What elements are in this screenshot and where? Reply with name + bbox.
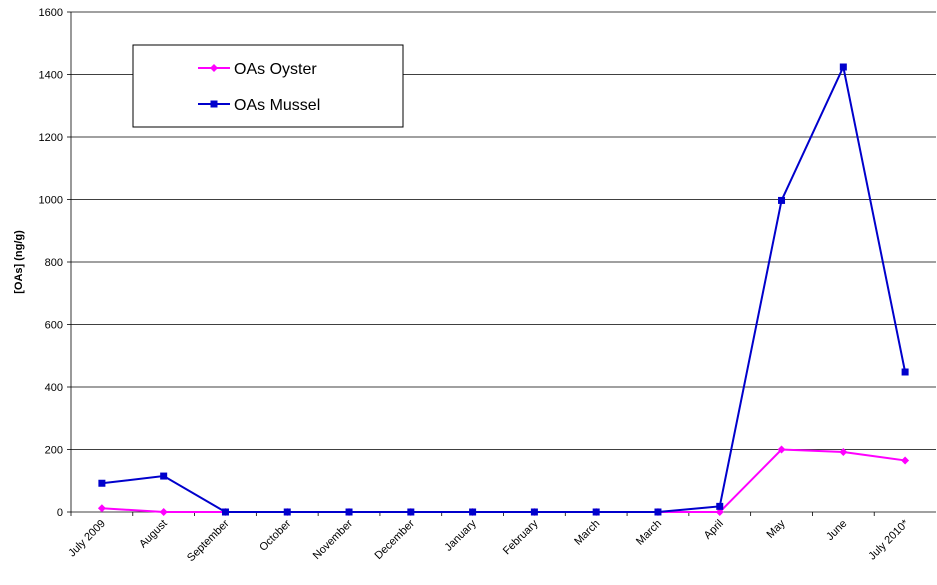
data-point xyxy=(407,508,415,516)
x-tick-label: July 2009 xyxy=(66,518,108,560)
data-point xyxy=(839,448,848,456)
data-point xyxy=(901,456,910,465)
y-tick-label: 600 xyxy=(45,320,63,332)
data-point xyxy=(283,508,291,516)
data-point xyxy=(901,368,909,376)
y-axis-label: [OAs] (ng/g) xyxy=(13,230,25,294)
x-tick-label: January xyxy=(443,517,480,554)
data-point xyxy=(716,502,724,510)
series-line xyxy=(101,448,906,513)
data-point xyxy=(530,508,538,516)
data-point xyxy=(160,472,168,480)
x-tick-label: November xyxy=(311,517,356,562)
data-point xyxy=(345,508,353,516)
x-tick-label: May xyxy=(764,517,788,541)
data-point xyxy=(159,508,168,516)
y-tick-label: 200 xyxy=(45,445,63,457)
legend-label: OAs Mussel xyxy=(234,97,320,114)
legend-box xyxy=(132,44,404,128)
data-point xyxy=(221,508,229,516)
data-point xyxy=(98,479,106,487)
legend-marker xyxy=(210,100,218,108)
y-tick-label: 1200 xyxy=(39,132,63,144)
data-point xyxy=(715,508,724,516)
legend-label: OAs Oyster xyxy=(234,61,317,78)
data-point xyxy=(777,445,786,454)
y-tick-label: 0 xyxy=(57,507,63,519)
data-point xyxy=(778,196,786,204)
y-tick-label: 400 xyxy=(45,382,63,394)
y-tick-label: 800 xyxy=(45,257,63,269)
x-tick-label: October xyxy=(257,517,293,553)
data-point xyxy=(469,508,477,516)
x-tick-label: June xyxy=(824,518,849,543)
x-tick-label: February xyxy=(501,517,541,557)
data-point xyxy=(97,504,106,513)
x-tick-label: December xyxy=(373,517,418,562)
x-tick-label: September xyxy=(185,517,232,564)
x-tick-label: March xyxy=(634,518,664,548)
y-tick-label: 1000 xyxy=(39,195,63,207)
x-tick-label: March xyxy=(572,518,602,548)
x-tick-label: April xyxy=(702,518,726,542)
series-line xyxy=(101,63,907,513)
data-point xyxy=(592,508,600,516)
data-point xyxy=(839,63,847,71)
y-tick-label: 1400 xyxy=(39,70,63,82)
y-tick-label: 1600 xyxy=(39,7,63,19)
legend-marker xyxy=(210,64,218,72)
x-tick-label: July 2010* xyxy=(866,517,911,562)
data-point xyxy=(654,508,662,516)
x-tick-label: August xyxy=(137,518,170,551)
